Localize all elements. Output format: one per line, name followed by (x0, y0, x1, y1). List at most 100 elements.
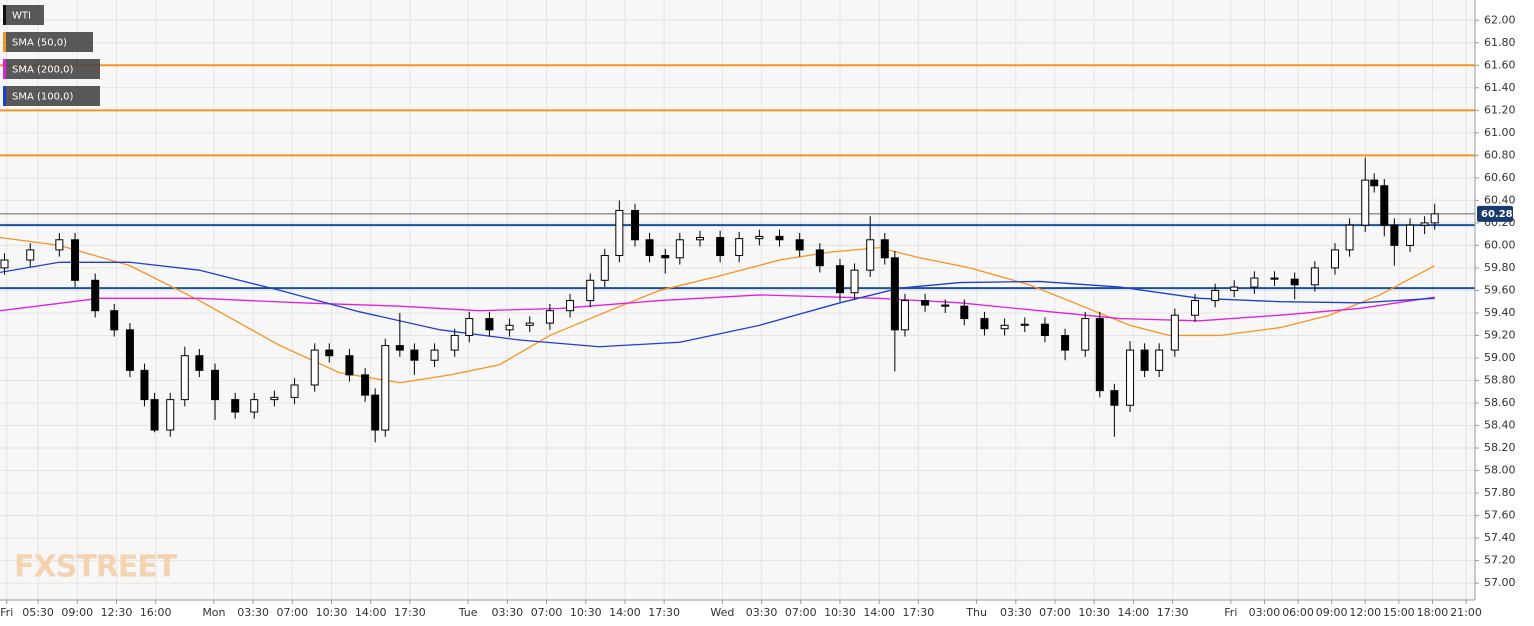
candle-body (1290, 278, 1299, 286)
x-tick-label: Wed (710, 606, 734, 619)
candle-body (1095, 318, 1104, 392)
x-tick-label: 07:00 (785, 606, 817, 619)
x-tick-label: 10:30 (316, 606, 348, 619)
y-tick-label: 58.60 (1484, 396, 1516, 409)
legend-swatch (3, 5, 6, 25)
y-tick-label: 60.60 (1484, 171, 1516, 184)
y-tick-label: 57.40 (1484, 531, 1516, 544)
x-tick-label: 18:00 (1417, 606, 1449, 619)
x-tick-label: 07:00 (531, 606, 563, 619)
candle-body (675, 239, 684, 259)
candle-body (835, 265, 844, 294)
y-tick-label: 60.80 (1484, 148, 1516, 161)
y-tick-label: 61.60 (1484, 58, 1516, 71)
candle-body (1110, 390, 1119, 406)
y-tick-label: 59.20 (1484, 328, 1516, 341)
candle-body (381, 345, 390, 431)
y-tick-label: 59.60 (1484, 283, 1516, 296)
axes: 57.00 57.20 57.40 57.60 57.80 58.00 58.20 58.40… (0, 0, 1516, 619)
x-tick-label: 14:00 (863, 606, 895, 619)
candle-body (125, 329, 134, 371)
candle-body (1061, 334, 1070, 351)
x-tick-label: 17:30 (394, 606, 426, 619)
candle-body (395, 345, 404, 351)
candle-body (430, 349, 439, 361)
x-tick-label: 07:00 (276, 606, 308, 619)
candle-body (1040, 323, 1049, 336)
candle-body (485, 318, 494, 331)
candle-body (1345, 224, 1354, 251)
candle-body (71, 239, 80, 281)
x-tick-label: 10:30 (570, 606, 602, 619)
x-tick-label: 06:00 (1282, 606, 1314, 619)
candle-body (1420, 222, 1429, 226)
legend-label: SMA (100,0) (12, 92, 74, 103)
y-tick-label: 60.40 (1484, 193, 1516, 206)
candle-body (140, 369, 149, 401)
y-tick-label: 58.40 (1484, 419, 1516, 432)
candle-body (645, 239, 654, 257)
candle-body (755, 235, 764, 240)
legend-box (3, 59, 100, 79)
y-tick-label: 58.20 (1484, 441, 1516, 454)
last-price-box (1477, 205, 1513, 222)
x-tick-label: 17:30 (903, 606, 935, 619)
y-tick-label: 59.40 (1484, 306, 1516, 319)
candle-body (1230, 286, 1239, 291)
candle-body (545, 310, 554, 324)
candle-body (91, 279, 100, 312)
legend-swatch (3, 86, 6, 106)
candle-body (735, 238, 744, 257)
sma-line (0, 261, 1435, 348)
candle-body (180, 355, 189, 401)
y-tick-label: 57.20 (1484, 554, 1516, 567)
y-tick-label: 57.80 (1484, 486, 1516, 499)
y-tick-label: 57.60 (1484, 509, 1516, 522)
x-tick-label: 14:00 (355, 606, 387, 619)
candle-body (1000, 324, 1009, 330)
candle-body (465, 318, 474, 336)
legend-box (3, 5, 44, 25)
candle-body (1270, 277, 1279, 280)
x-tick-label: 17:30 (1157, 606, 1189, 619)
candle-body (880, 239, 889, 259)
candle-body (1361, 179, 1370, 226)
candle-body (1250, 277, 1259, 288)
candle-body (1331, 249, 1340, 269)
x-tick-label: 16:00 (140, 606, 172, 619)
candle-body (1390, 224, 1399, 246)
candle-body (325, 349, 334, 357)
x-tick-label: Fri (0, 606, 13, 619)
overlays (0, 236, 1435, 384)
legend-swatch (3, 59, 6, 79)
x-tick-label: 12:00 (1349, 606, 1381, 619)
candle-body (631, 210, 640, 241)
candle-body (231, 399, 240, 413)
x-tick-label: Mon (202, 606, 225, 619)
candle-body (1380, 185, 1389, 226)
x-tick-label: 07:00 (1039, 606, 1071, 619)
x-tick-label: 03:30 (491, 606, 523, 619)
candle-body (941, 304, 950, 307)
candle-body (615, 210, 624, 257)
legend-box (3, 32, 93, 52)
legend-label: SMA (200,0) (12, 65, 74, 76)
x-tick-label: 10:30 (1078, 606, 1110, 619)
candle-body (450, 334, 459, 351)
candle-body (960, 305, 969, 320)
y-tick-label: 59.80 (1484, 261, 1516, 274)
x-tick-label: 12:30 (101, 606, 133, 619)
x-tick-label: 03:30 (237, 606, 269, 619)
candle-body (166, 399, 175, 431)
candle-body (1126, 349, 1135, 406)
candle-body (900, 300, 909, 331)
x-tick-label: 15:00 (1383, 606, 1415, 619)
watermark: FXSTREET (14, 550, 178, 585)
candle-body (525, 322, 534, 326)
candle-body (600, 255, 609, 281)
x-tick-label: Tue (458, 606, 478, 619)
candle-body (586, 279, 595, 302)
candle-body (921, 300, 930, 306)
candle-body (795, 239, 804, 251)
